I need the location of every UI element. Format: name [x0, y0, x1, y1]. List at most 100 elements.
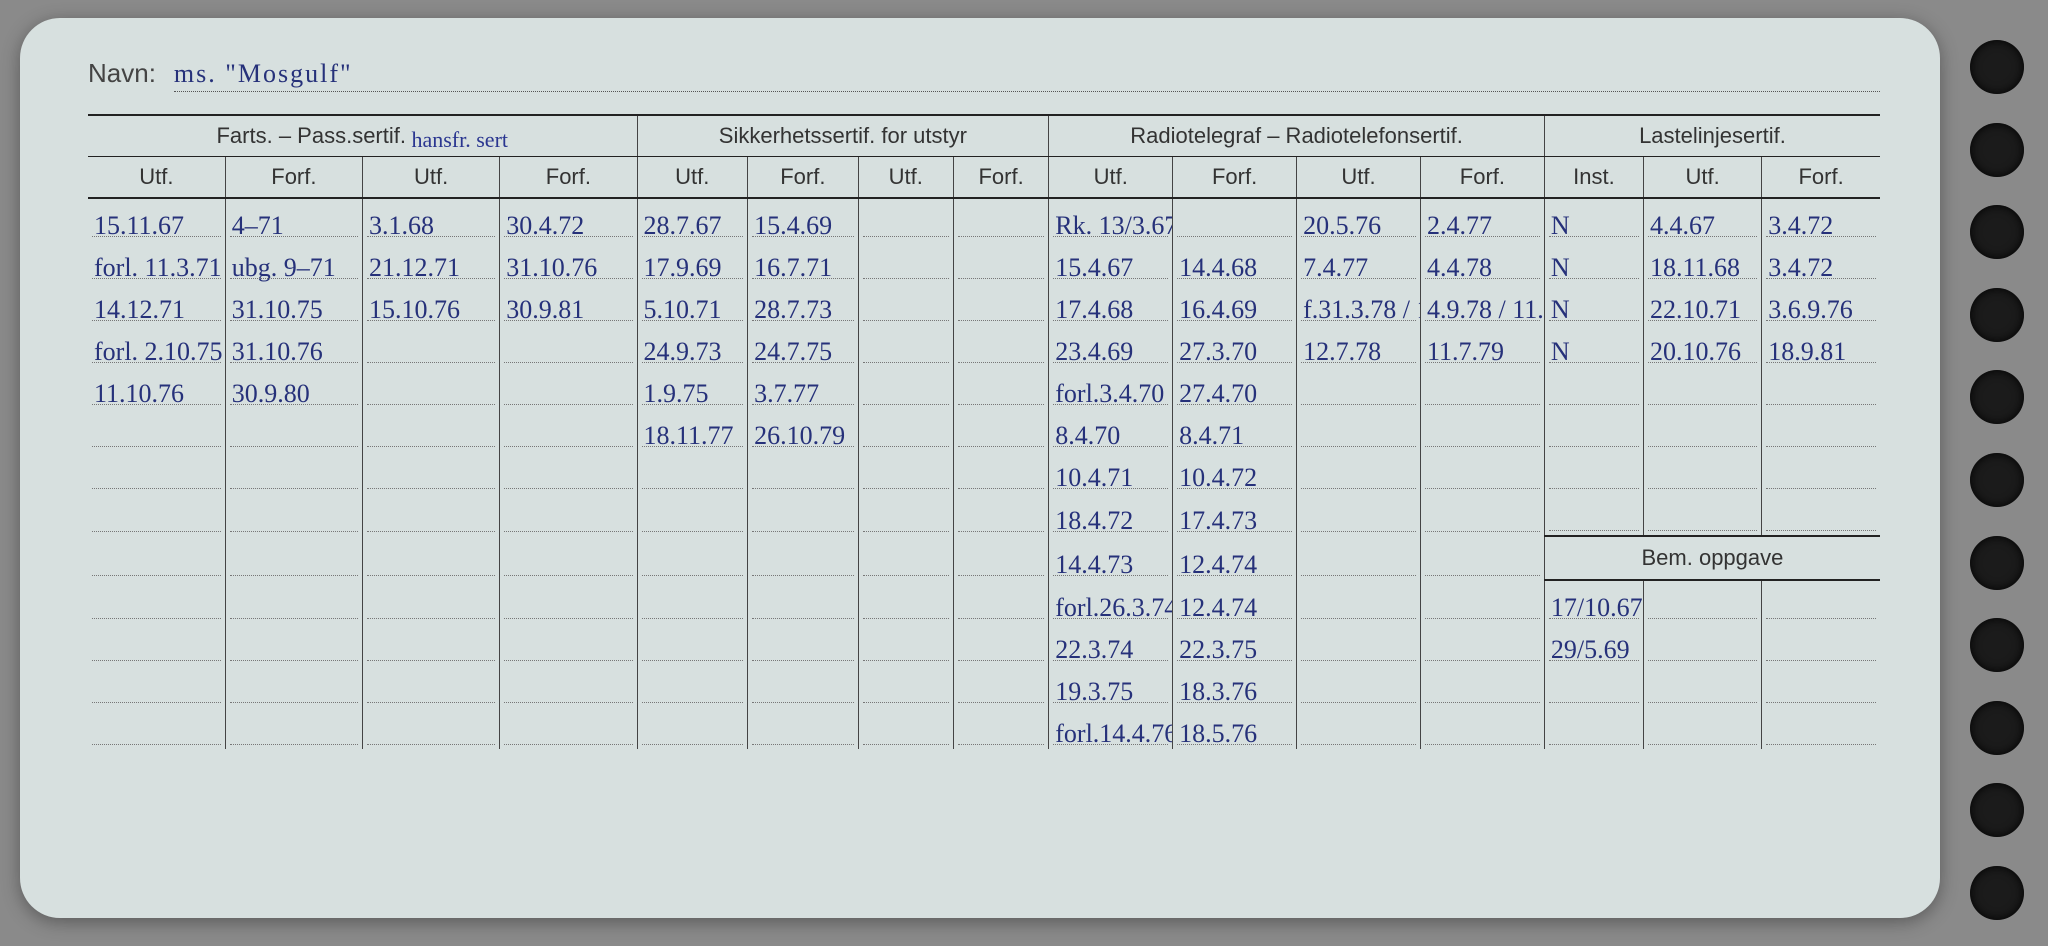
cell	[858, 325, 953, 367]
cell: forl.14.4.76	[1049, 707, 1173, 749]
cell	[748, 623, 859, 665]
column-header: Forf.	[500, 157, 637, 199]
binder-hole	[1970, 370, 2024, 424]
cell: 18.11.68	[1644, 241, 1762, 283]
cell	[225, 707, 362, 749]
cell	[858, 580, 953, 623]
cell: 1.9.75	[637, 367, 748, 409]
table-row: 19.3.7518.3.76	[88, 665, 1880, 707]
cell	[953, 241, 1048, 283]
cell	[858, 367, 953, 409]
cell	[500, 623, 637, 665]
cell: 3.1.68	[363, 198, 500, 241]
cell	[858, 241, 953, 283]
cell	[1297, 665, 1421, 707]
table-row: forl. 2.10.7531.10.7624.9.7324.7.7523.4.…	[88, 325, 1880, 367]
cell	[858, 623, 953, 665]
cell	[1297, 451, 1421, 493]
cell	[1420, 580, 1544, 623]
cell: 4.9.78 / 11.7.79	[1420, 283, 1544, 325]
cell	[1420, 665, 1544, 707]
binder-hole	[1970, 866, 2024, 920]
table-row: 22.3.7422.3.7529/5.69	[88, 623, 1880, 665]
cell	[1544, 493, 1643, 536]
cell	[1762, 623, 1880, 665]
cell	[225, 536, 362, 580]
cell	[953, 283, 1048, 325]
cell	[953, 536, 1048, 580]
column-header: Utf.	[88, 157, 225, 199]
cell	[1297, 409, 1421, 451]
cell: 23.4.69	[1049, 325, 1173, 367]
cell: 21.12.71	[363, 241, 500, 283]
cell: 3.4.72	[1762, 241, 1880, 283]
cell	[748, 707, 859, 749]
cell: 11.10.76	[88, 367, 225, 409]
cell: N	[1544, 241, 1643, 283]
binder-hole	[1970, 123, 2024, 177]
cell	[637, 707, 748, 749]
cell	[1544, 451, 1643, 493]
cell: 30.9.81	[500, 283, 637, 325]
cell	[1762, 493, 1880, 536]
cell: 7.4.77	[1297, 241, 1421, 283]
cell: f.31.3.78 / 12.7.78	[1297, 283, 1421, 325]
cell	[858, 451, 953, 493]
column-header: Inst.	[1544, 157, 1643, 199]
cell	[1297, 536, 1421, 580]
cell	[1762, 451, 1880, 493]
cell: 17.9.69	[637, 241, 748, 283]
cell	[1420, 451, 1544, 493]
cell	[225, 665, 362, 707]
cell	[953, 409, 1048, 451]
cell: 10.4.72	[1173, 451, 1297, 493]
cell	[1420, 493, 1544, 536]
cell	[1644, 409, 1762, 451]
column-header: Forf.	[1420, 157, 1544, 199]
cell	[1297, 367, 1421, 409]
column-header: Utf.	[637, 157, 748, 199]
binder-hole	[1970, 618, 2024, 672]
cell: 18.3.76	[1173, 665, 1297, 707]
cell: 27.4.70	[1173, 367, 1297, 409]
cell	[953, 198, 1048, 241]
cell	[88, 536, 225, 580]
cell: ubg. 9–71	[225, 241, 362, 283]
cell	[858, 665, 953, 707]
binder-holes	[1960, 40, 2040, 920]
cell	[363, 580, 500, 623]
table-row: forl.26.3.7412.4.7417/10.67	[88, 580, 1880, 623]
cell	[637, 451, 748, 493]
cell	[88, 580, 225, 623]
cell	[1644, 665, 1762, 707]
cell: 22.10.71	[1644, 283, 1762, 325]
cell: 14.4.68	[1173, 241, 1297, 283]
cell	[858, 493, 953, 536]
group-header: Farts. – Pass.sertif. hansfr. sert	[88, 115, 637, 157]
cell: 12.4.74	[1173, 580, 1297, 623]
table-row: 18.11.7726.10.798.4.708.4.71	[88, 409, 1880, 451]
cell	[500, 367, 637, 409]
cell	[953, 493, 1048, 536]
cell	[748, 493, 859, 536]
cell	[1297, 707, 1421, 749]
cell	[1644, 623, 1762, 665]
cell	[225, 409, 362, 451]
cell	[500, 665, 637, 707]
cell	[88, 451, 225, 493]
cell: 8.4.70	[1049, 409, 1173, 451]
title-row: Navn: ms. "Mosgulf"	[88, 58, 1880, 104]
cell: 30.4.72	[500, 198, 637, 241]
cell: 12.4.74	[1173, 536, 1297, 580]
cell: 22.3.74	[1049, 623, 1173, 665]
cell	[225, 623, 362, 665]
cell: 15.4.69	[748, 198, 859, 241]
cell	[88, 707, 225, 749]
cell: 3.4.72	[1762, 198, 1880, 241]
cell	[1762, 707, 1880, 749]
cell	[858, 283, 953, 325]
cell: 27.3.70	[1173, 325, 1297, 367]
cell: 4.4.67	[1644, 198, 1762, 241]
binder-hole	[1970, 205, 2024, 259]
cell	[1762, 367, 1880, 409]
